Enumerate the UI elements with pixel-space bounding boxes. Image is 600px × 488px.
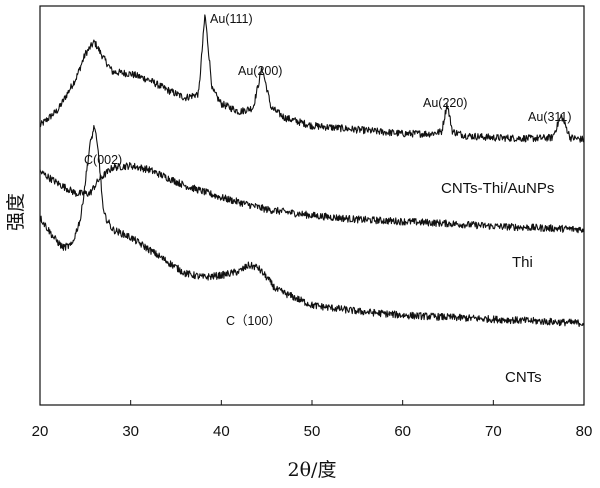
series-label-thi: Thi [512,254,533,271]
plot-frame [39,5,585,406]
x-tick-label: 50 [304,423,321,440]
x-tick-label: 20 [32,423,49,440]
x-axis-title: 2θ/度 [288,459,337,481]
series-layer [39,14,585,328]
x-tick-label: 30 [122,423,139,440]
series-label-cnts-thi-aunps: CNTs-Thi/AuNPs [441,180,554,197]
plot-border [39,5,585,406]
x-tick-label: 70 [485,423,502,440]
series-line-cnts-thi-aunps [39,14,585,143]
annotation-au220: Au(220) [423,96,467,110]
annotation-au311: Au(311) [528,110,572,124]
x-tick-label: 80 [576,423,593,440]
series-line-cnts [39,124,585,328]
x-tick-label: 40 [213,423,230,440]
x-tick-label: 60 [394,423,411,440]
series-line-thi [39,161,585,234]
annotation-c100: C（100） [226,314,281,328]
annotation-au111: Au(111) [210,12,253,26]
annotation-au200: Au(200) [238,64,282,78]
y-axis-title: 强度 [5,193,27,231]
series-label-cnts: CNTs [505,369,542,386]
annotation-c002: C(002) [84,153,122,167]
x-axis-ticks: 20 30 40 50 60 70 80 [32,400,593,440]
